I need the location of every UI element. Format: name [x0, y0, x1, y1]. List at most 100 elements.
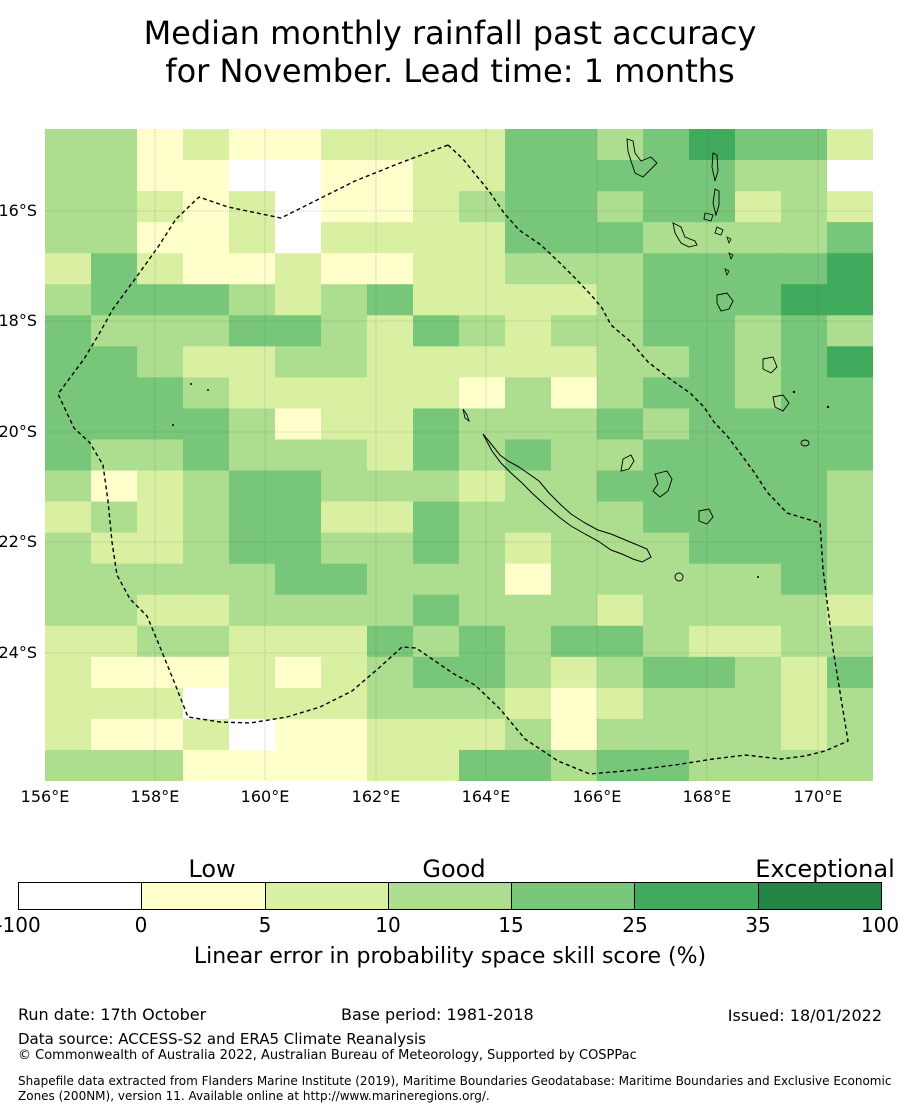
- skill-cell: [459, 687, 506, 720]
- skill-cell: [183, 656, 230, 689]
- skill-cell: [413, 160, 460, 192]
- skill-cell: [597, 470, 644, 503]
- skill-cell: [91, 687, 138, 720]
- skill-cell: [229, 284, 276, 316]
- skill-cell: [735, 160, 782, 192]
- skill-cell: [643, 718, 690, 751]
- skill-cell: [781, 284, 828, 316]
- skill-cell: [505, 749, 552, 781]
- skill-cell: [597, 377, 644, 410]
- skill-cell: [91, 532, 138, 565]
- skill-cell: [229, 718, 276, 751]
- lon-label-158e: 158°E: [130, 787, 180, 806]
- maewo-island: [711, 152, 719, 182]
- skill-cell: [183, 129, 230, 161]
- skill-cell: [321, 563, 368, 596]
- category-good: Good: [422, 855, 486, 883]
- skill-cell: [643, 129, 690, 161]
- skill-cell: [229, 470, 276, 503]
- skill-cell: [505, 253, 552, 285]
- skill-cell: [137, 501, 184, 534]
- skill-cell: [275, 563, 322, 596]
- skill-cell: [643, 687, 690, 720]
- skill-cell: [367, 284, 414, 316]
- skill-cell: [183, 346, 230, 378]
- skill-cell: [781, 532, 828, 565]
- skill-cell: [597, 284, 644, 316]
- skill-cell: [275, 377, 322, 410]
- skill-cell: [367, 470, 414, 503]
- skill-cell: [505, 191, 552, 223]
- skill-cell: [91, 501, 138, 534]
- skill-cell: [689, 470, 736, 503]
- colorbar-tick: 5: [258, 913, 272, 937]
- skill-cell: [505, 687, 552, 720]
- skill-cell: [459, 191, 506, 223]
- skill-cell: [413, 594, 460, 627]
- colorbar: [18, 882, 882, 910]
- chesterfield-islet-2: [207, 389, 209, 391]
- skill-cell: [827, 315, 873, 347]
- skill-cell: [321, 470, 368, 503]
- skill-cell: [45, 439, 92, 472]
- skill-cell: [643, 501, 690, 534]
- skill-cell: [45, 284, 92, 316]
- skill-cell: [459, 346, 506, 378]
- colorbar-segment: [388, 883, 513, 909]
- skill-cell: [551, 470, 598, 503]
- skill-cell: [643, 532, 690, 565]
- skill-cell: [91, 377, 138, 410]
- skill-cell: [183, 222, 230, 254]
- skill-cell: [597, 501, 644, 534]
- skill-cell: [183, 439, 230, 472]
- skill-cell: [689, 532, 736, 565]
- skill-cell: [827, 284, 873, 316]
- skill-cell: [229, 532, 276, 565]
- skill-cell: [735, 253, 782, 285]
- skill-cell: [183, 408, 230, 441]
- skill-cell: [45, 253, 92, 285]
- skill-cell: [137, 129, 184, 161]
- skill-cell: [367, 439, 414, 472]
- lat-label-16s: 16°S: [0, 201, 37, 220]
- skill-cell: [275, 253, 322, 285]
- skill-cell: [183, 191, 230, 223]
- skill-cell: [781, 594, 828, 627]
- title-line-1: Median monthly rainfall past accuracy: [143, 14, 757, 52]
- skill-cell: [551, 439, 598, 472]
- skill-cell: [643, 191, 690, 223]
- skill-cell: [275, 284, 322, 316]
- skill-cell: [45, 315, 92, 347]
- skill-cell: [505, 408, 552, 441]
- skill-cell: [735, 222, 782, 254]
- colorbar-tick: -100: [0, 913, 41, 937]
- skill-cell: [229, 160, 276, 192]
- skill-cell: [367, 718, 414, 751]
- skill-cell: [689, 594, 736, 627]
- lat-label-18s: 18°S: [0, 311, 37, 330]
- skill-cell: [183, 315, 230, 347]
- skill-cell: [321, 718, 368, 751]
- skill-cell: [551, 191, 598, 223]
- colorbar-segment: [142, 883, 266, 909]
- walpole-islet: [757, 576, 759, 578]
- skill-cell: [183, 160, 230, 192]
- skill-cell: [275, 718, 322, 751]
- skill-cell: [735, 408, 782, 441]
- skill-cell: [321, 160, 368, 192]
- skill-cell: [413, 315, 460, 347]
- skill-cell: [321, 656, 368, 689]
- skill-cell: [827, 501, 873, 534]
- skill-cell: [321, 625, 368, 658]
- skill-cell: [321, 687, 368, 720]
- skill-cell: [91, 563, 138, 596]
- skill-cell: [137, 377, 184, 410]
- skill-cell: [413, 470, 460, 503]
- skill-cell: [551, 129, 598, 161]
- colorbar-tick: 100: [860, 913, 900, 937]
- skill-cell: [91, 160, 138, 192]
- skill-cell: [275, 129, 322, 161]
- skill-grid: [45, 129, 873, 781]
- skill-cell: [275, 439, 322, 472]
- category-low: Low: [188, 855, 236, 883]
